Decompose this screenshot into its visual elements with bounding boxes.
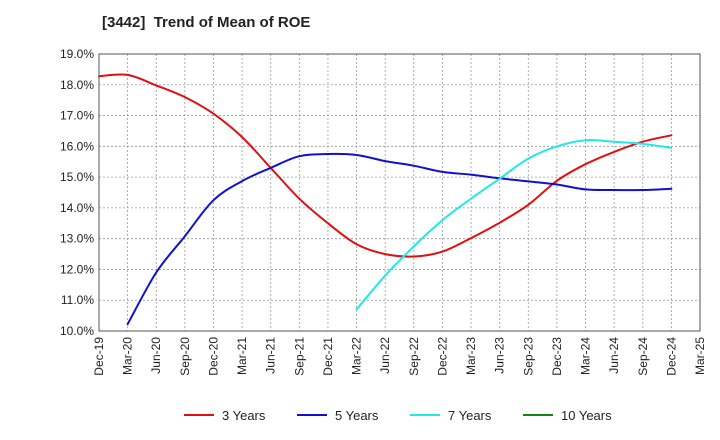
x-tick-label: Dec-23: [550, 337, 564, 376]
x-tick-label: Dec-21: [321, 337, 335, 376]
x-tick-label: Mar-20: [121, 337, 135, 375]
x-tick-label: Jun-20: [149, 337, 163, 374]
y-tick-label: 19.0%: [60, 47, 94, 61]
x-tick-label: Jun-22: [378, 337, 392, 374]
y-tick-label: 18.0%: [60, 78, 94, 92]
series-line-3-years: [98, 73, 673, 258]
y-tick-label: 11.0%: [61, 293, 94, 307]
x-tick-label: Mar-21: [235, 337, 249, 375]
legend-label-7-years: 7 Years: [448, 408, 492, 423]
plot-frame: [98, 53, 701, 332]
x-tick-label: Sep-23: [521, 337, 535, 376]
x-tick-labels: Dec-19 Mar-20 Jun-20 Sep-20 Dec-20 Mar-21 Jun-…: [92, 337, 707, 376]
x-tick-label: Mar-24: [579, 337, 593, 375]
x-tick-label: Dec-24: [664, 337, 678, 376]
x-tick-label: Dec-22: [435, 337, 449, 376]
x-tick-label: Sep-21: [292, 337, 306, 376]
legend-label-5-years: 5 Years: [335, 408, 379, 423]
y-tick-label: 16.0%: [60, 139, 94, 153]
legend: 3 Years 5 Years 7 Years 10 Years: [184, 408, 612, 423]
y-tick-label: 15.0%: [60, 170, 94, 184]
x-tick-label: Mar-23: [464, 337, 478, 375]
x-tick-label: Dec-20: [206, 337, 220, 376]
y-tick-label: 13.0%: [60, 232, 94, 246]
chart-title: [3442] Trend of Mean of ROE: [102, 14, 311, 31]
legend-label-3-years: 3 Years: [222, 408, 266, 423]
x-tick-label: Dec-19: [92, 337, 106, 376]
x-tick-label: Sep-24: [636, 337, 650, 376]
x-tick-label: Sep-22: [407, 337, 421, 376]
x-tick-label: Mar-25: [693, 337, 707, 375]
x-tick-label: Sep-20: [178, 337, 192, 376]
y-tick-label: 10.0%: [60, 324, 94, 338]
y-tick-labels: 10.0% 11.0% 12.0% 13.0% 14.0% 15.0% 16.0% 17.0%…: [60, 47, 94, 338]
series-lines: [98, 73, 673, 326]
x-tick-label: Jun-21: [264, 337, 278, 374]
series-line-7-years: [355, 139, 673, 311]
y-tick-label: 12.0%: [60, 262, 94, 276]
x-tick-label: Mar-22: [350, 337, 364, 375]
x-tick-label: Jun-23: [493, 337, 507, 374]
x-tick-label: Jun-24: [607, 337, 621, 374]
grid-lines: [99, 54, 700, 331]
legend-label-10-years: 10 Years: [561, 408, 612, 423]
y-tick-label: 14.0%: [60, 201, 94, 215]
y-tick-label: 17.0%: [60, 109, 94, 123]
series-line-5-years: [126, 152, 673, 326]
